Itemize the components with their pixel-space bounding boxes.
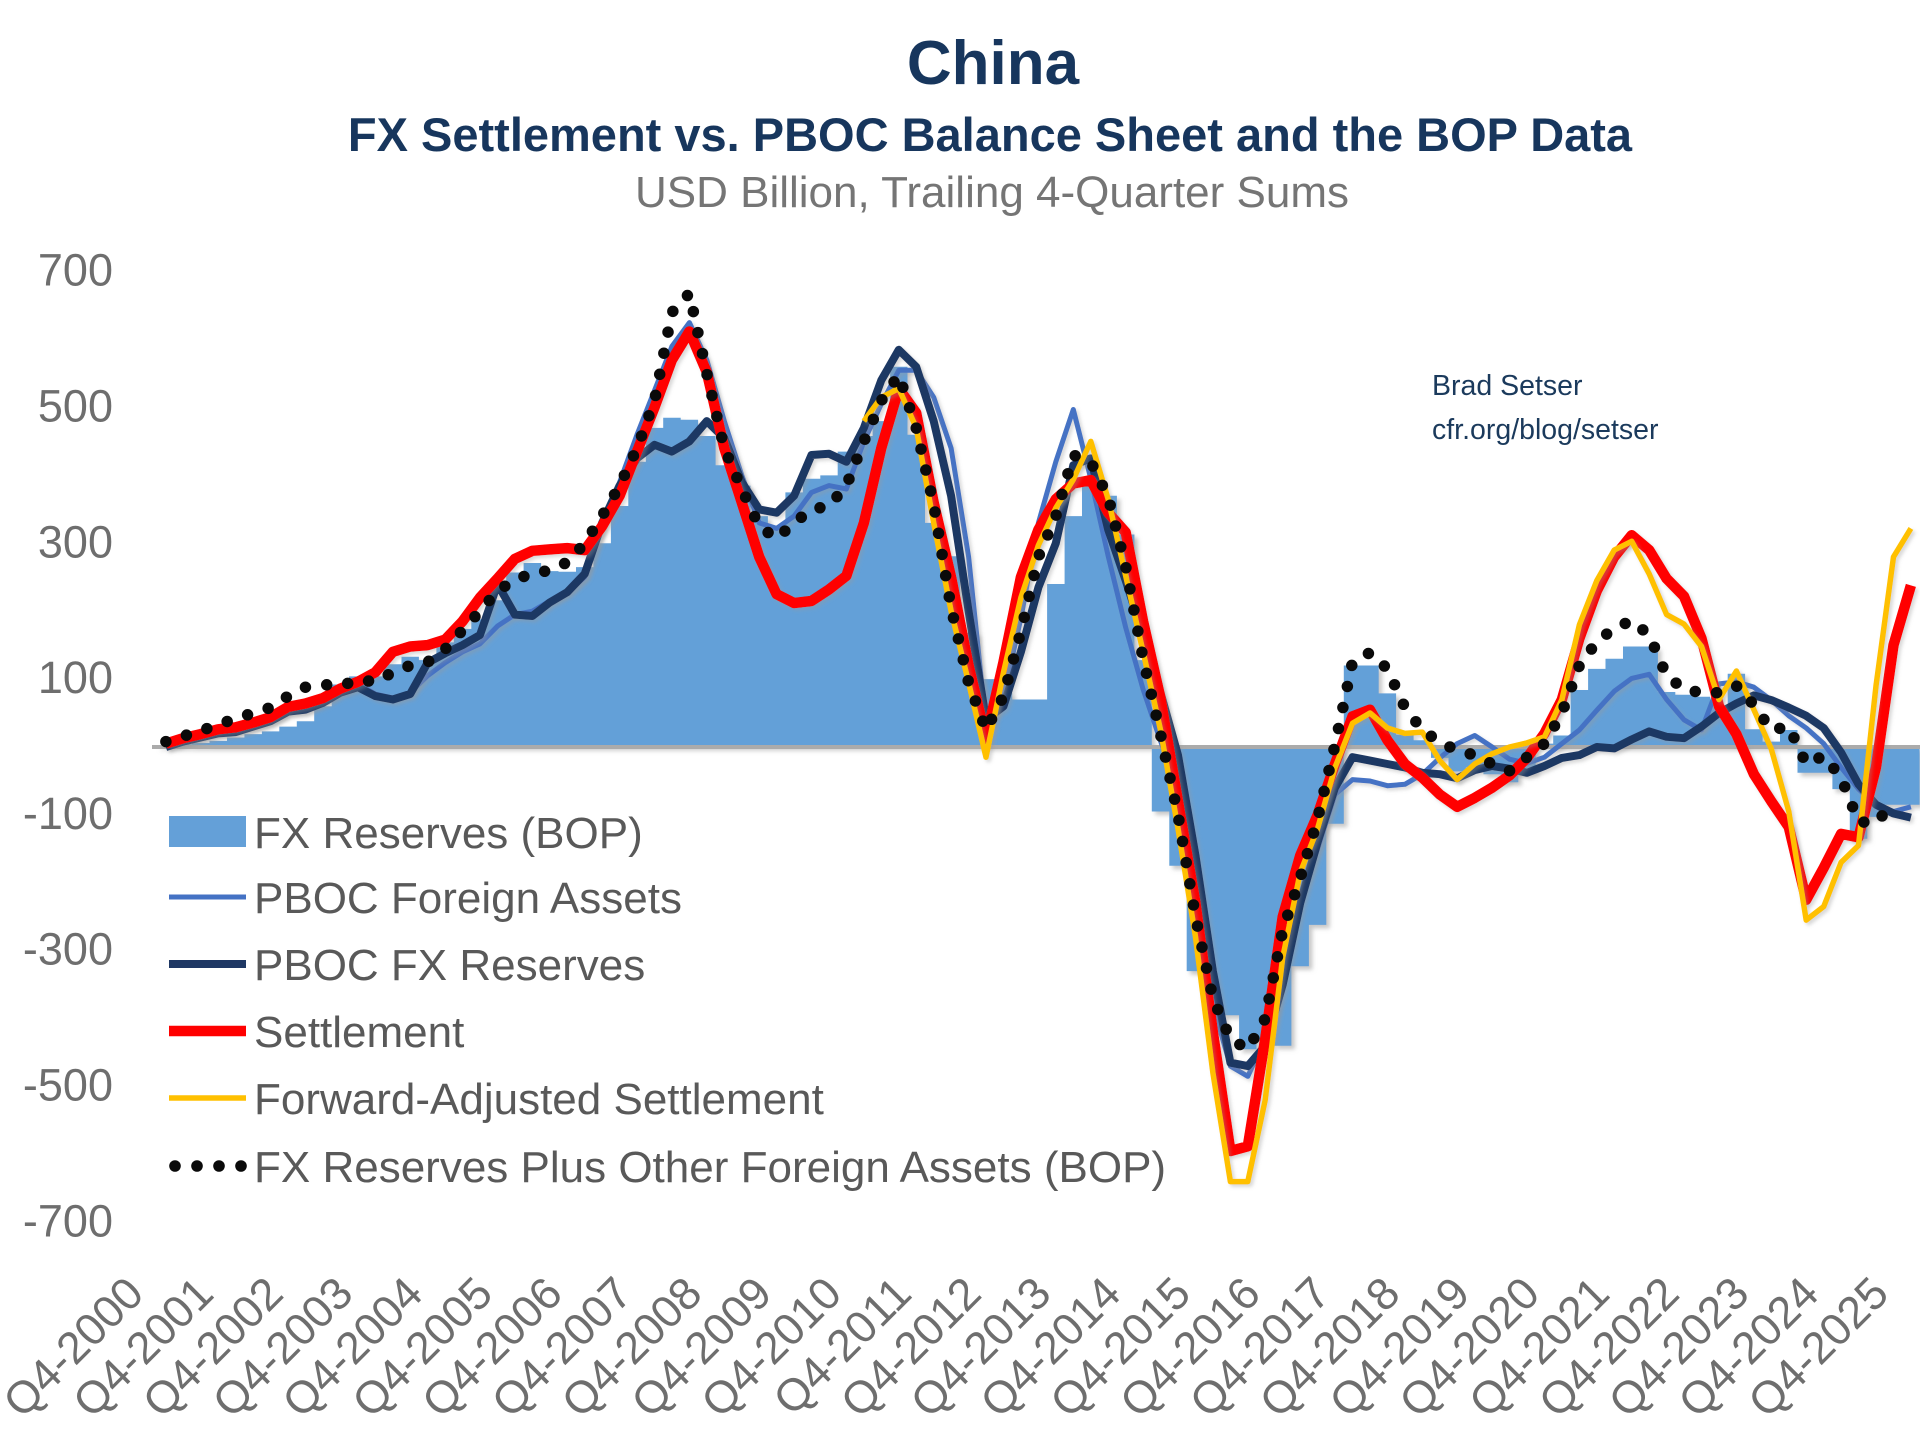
svg-text:-700: -700 bbox=[23, 1195, 113, 1246]
svg-text:China: China bbox=[907, 29, 1080, 98]
svg-text:700: 700 bbox=[38, 245, 113, 296]
svg-text:500: 500 bbox=[38, 381, 113, 432]
svg-text:Brad Setser: Brad Setser bbox=[1432, 370, 1583, 402]
svg-text:-500: -500 bbox=[23, 1060, 113, 1111]
svg-text:-100: -100 bbox=[23, 788, 113, 839]
svg-text:100: 100 bbox=[38, 652, 113, 703]
svg-text:FX Reserves Plus Other Foreign: FX Reserves Plus Other Foreign Assets (B… bbox=[254, 1143, 1166, 1192]
svg-text:FX Reserves (BOP): FX Reserves (BOP) bbox=[254, 809, 643, 858]
svg-text:-300: -300 bbox=[23, 924, 113, 975]
svg-text:USD Billion, Trailing 4-Quarte: USD Billion, Trailing 4-Quarter Sums bbox=[635, 168, 1349, 217]
svg-text:Settlement: Settlement bbox=[254, 1008, 464, 1057]
svg-text:FX Settlement vs. PBOC Balance: FX Settlement vs. PBOC Balance Sheet and… bbox=[348, 108, 1633, 161]
svg-text:PBOC Foreign Assets: PBOC Foreign Assets bbox=[254, 874, 682, 923]
svg-text:cfr.org/blog/setser: cfr.org/blog/setser bbox=[1432, 414, 1659, 446]
svg-text:PBOC FX Reserves: PBOC FX Reserves bbox=[254, 941, 645, 990]
svg-text:300: 300 bbox=[38, 516, 113, 567]
svg-text:Forward-Adjusted Settlement: Forward-Adjusted Settlement bbox=[254, 1075, 824, 1124]
